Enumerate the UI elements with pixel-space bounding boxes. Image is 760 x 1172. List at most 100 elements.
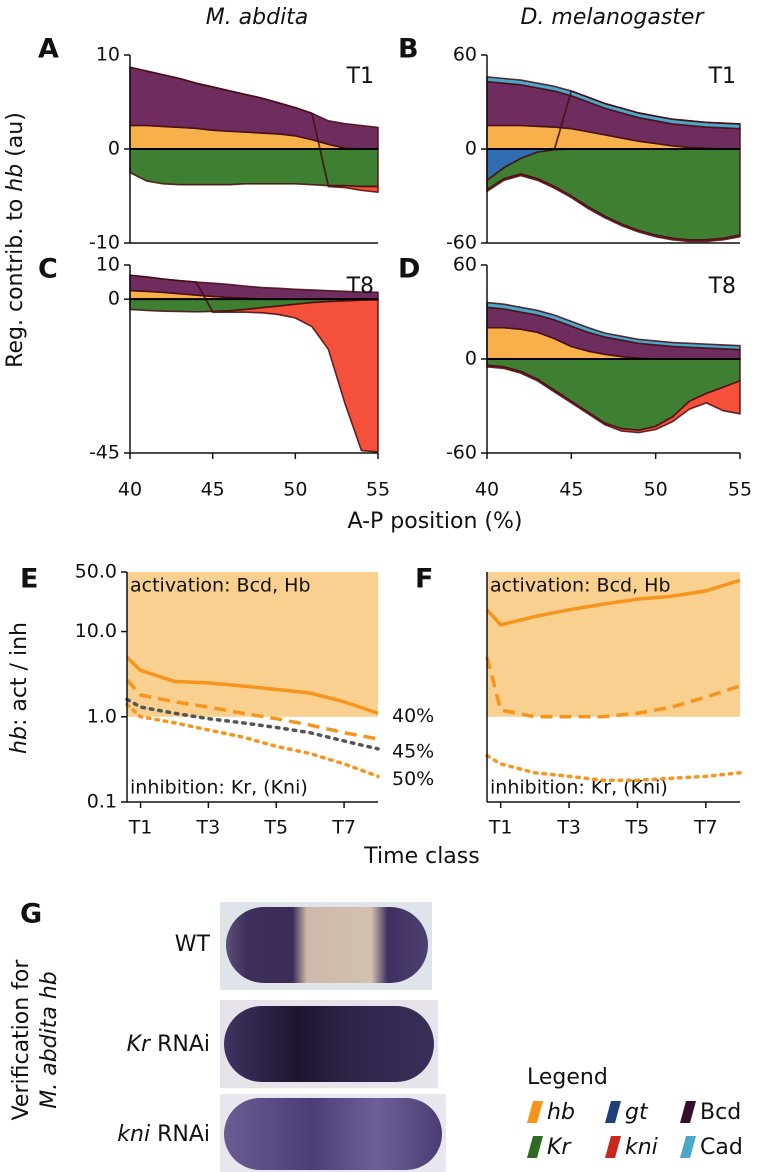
label-part: hb [7,726,32,754]
legend-label: Bcd [700,1100,741,1125]
column-title: M. abdita [206,5,309,30]
band-label: inhibition: Kr, (Kni) [130,777,308,799]
x-tick-label: 55 [366,479,390,501]
x-tick-label: 55 [728,479,752,501]
y-tick-label: 10.0 [75,620,117,642]
y-axis-label: Reg. contrib. to hb (au) [3,112,28,368]
y-tick-label: -60 [446,232,477,254]
legend-swatch [527,1136,543,1158]
row-label: WT [175,932,211,957]
y-tick-label: 10 [96,254,120,276]
area [486,148,741,241]
series-label: 40% [392,705,434,727]
y-tick-label: 0 [465,138,477,160]
series-label: 45% [392,740,434,762]
legend-swatch [680,1101,696,1123]
line [485,753,742,782]
legend-label: hb [547,1100,575,1125]
x-tick-label: T3 [556,817,581,839]
y-tick-label: 10 [96,44,120,66]
legend-swatch [605,1101,621,1123]
x-axis-label: Time class [363,844,479,869]
side-label: Verification for [9,959,34,1121]
x-tick-label: T1 [128,817,153,839]
x-tick-label: 50 [283,479,307,501]
embryo-image [224,1006,434,1082]
line [485,578,741,627]
panel-letter: D [398,254,420,285]
panel-letter: C [38,254,58,285]
x-tick-label: 40 [118,479,142,501]
x-tick-label: 45 [559,479,583,501]
side-label: M. abdita hb [37,971,62,1109]
y-tick-label: 0 [108,288,120,310]
legend-swatch [605,1136,621,1158]
panel-tag: T1 [346,64,374,89]
panel-letter: F [415,564,433,595]
area [486,301,741,351]
area [486,364,741,434]
panel-tag: T8 [708,274,736,299]
label-part: kni [117,1122,150,1147]
x-tick-label: 50 [644,479,668,501]
x-axis-label: A-P position (%) [348,509,523,534]
y-tick-label: 60 [453,254,477,276]
embryo-image [224,1098,442,1170]
line [125,697,380,751]
label-part: RNAi [150,1032,210,1057]
legend-label: Cad [700,1135,743,1160]
panel-letter: E [20,564,38,595]
y-tick-label: -10 [89,232,120,254]
area [129,148,379,188]
area [129,274,379,453]
legend-label: gt [625,1100,649,1125]
legend-swatch [527,1101,543,1123]
panel-tag: T1 [708,64,736,89]
area [486,90,741,182]
shaded-band [487,572,740,717]
label-part: (au) [3,112,28,164]
line [125,678,379,741]
row-label: kni RNAi [117,1122,210,1147]
line [125,655,379,715]
area [486,173,741,243]
x-tick-label: T3 [196,817,221,839]
legend-title: Legend [527,1065,608,1090]
column-title: D. melanogaster [520,5,705,30]
x-tick-label: 40 [475,479,499,501]
legend-label: Kr [547,1135,572,1160]
x-tick-label: T1 [488,817,513,839]
row-label: Kr RNAi [127,1032,210,1057]
y-tick-label: 1.0 [87,705,117,727]
x-tick-label: T7 [331,817,356,839]
y-tick-label: 60 [453,44,477,66]
x-tick-label: T5 [263,817,288,839]
y-tick-label: -60 [446,442,477,464]
label-part: Kr [127,1032,152,1057]
label-part: hb [3,164,28,192]
panel-tag: T8 [346,274,374,299]
panel-letter: B [398,34,419,65]
band-label: inhibition: Kr, (Kni) [490,777,668,799]
x-tick-label: 45 [201,479,225,501]
y-axis-label: hb: act / inh [7,622,32,754]
band-label: activation: Bcd, Hb [130,575,311,597]
series-label: 50% [392,768,434,790]
label-part: : act / inh [7,622,32,726]
label-part: RNAi [150,1122,210,1147]
label-part: Reg. contrib. to [3,192,28,368]
panel-letter: A [38,34,59,65]
shaded-band [127,572,378,717]
y-tick-label: 0.1 [87,791,117,813]
panel-letter: G [20,899,42,930]
line [125,702,380,779]
x-tick-label: T7 [693,817,718,839]
legend-swatch [680,1136,696,1158]
y-tick-label: -45 [89,442,120,464]
embryo-image [226,907,428,983]
y-tick-label: 50.0 [75,561,117,583]
x-tick-label: T5 [625,817,650,839]
line [485,656,741,719]
y-tick-label: 0 [465,348,477,370]
